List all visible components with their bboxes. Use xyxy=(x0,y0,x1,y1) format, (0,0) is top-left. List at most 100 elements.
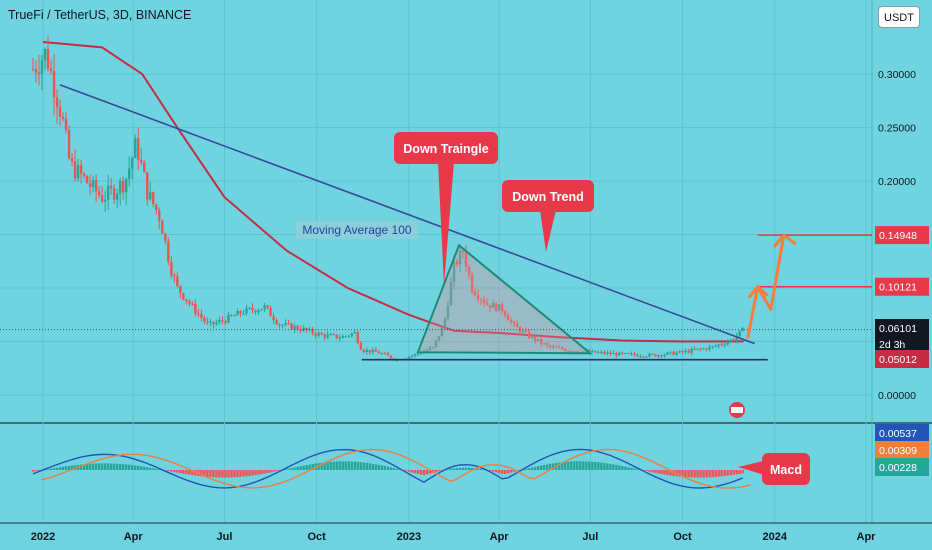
currency-button[interactable]: USDT xyxy=(878,6,920,28)
macd-histogram-bar xyxy=(606,463,609,470)
candle-body xyxy=(79,165,83,174)
macd-histogram-bar xyxy=(491,470,495,472)
candle-body xyxy=(485,303,489,305)
candle-body xyxy=(221,320,224,322)
macd-histogram-bar xyxy=(73,465,77,470)
macd-histogram-bar xyxy=(717,470,720,477)
candle-body xyxy=(488,304,492,309)
macd-histogram-bar xyxy=(482,469,486,471)
candle-body xyxy=(188,301,191,304)
candle-body xyxy=(549,345,552,347)
candle-body xyxy=(524,330,528,332)
candle-body xyxy=(185,299,188,302)
candle-body xyxy=(684,350,687,353)
macd-histogram-bar xyxy=(702,470,705,478)
macd-histogram-bar xyxy=(179,470,182,474)
candle-body xyxy=(416,353,420,355)
macd-histogram-bar xyxy=(112,463,116,470)
macd-histogram-bar xyxy=(669,470,672,476)
candle-body xyxy=(91,179,95,188)
macd-histogram-bar xyxy=(416,470,420,474)
macd-histogram-bar xyxy=(290,468,293,470)
candle-body xyxy=(660,355,663,357)
candle-body xyxy=(332,334,335,336)
x-tick-label: Apr xyxy=(124,531,144,543)
candle-body xyxy=(281,325,284,327)
macd-histogram-bar xyxy=(609,463,612,470)
candle-body xyxy=(540,339,543,344)
candle-body xyxy=(251,307,254,311)
y-tick-label: 0.25000 xyxy=(878,123,916,135)
macd-histogram-bar xyxy=(410,470,414,473)
price-tag-target-high: 0.14948 xyxy=(875,226,929,245)
candle-body xyxy=(672,351,675,355)
macd-histogram-bar xyxy=(636,469,639,470)
macd-histogram-bar xyxy=(212,470,215,478)
candle-body xyxy=(115,193,119,200)
candle-body xyxy=(125,178,128,193)
macd-histogram-bar xyxy=(470,467,474,470)
candle-body xyxy=(218,320,221,323)
candle-body xyxy=(380,353,384,355)
candle-body xyxy=(134,138,137,158)
macd-histogram-bar xyxy=(239,470,242,477)
candle-body xyxy=(31,68,35,70)
macd-histogram-bar xyxy=(467,467,471,470)
macd-histogram-bar xyxy=(91,463,95,470)
candle-body xyxy=(681,350,684,353)
candle-body xyxy=(52,71,56,98)
macd-histogram-bar xyxy=(173,470,176,473)
candle-body xyxy=(350,333,353,336)
macd-histogram-bar xyxy=(131,465,134,470)
macd-histogram-bar xyxy=(58,467,62,470)
candle-body xyxy=(621,352,624,354)
macd-histogram-bar xyxy=(561,462,564,470)
candle-body xyxy=(61,116,65,119)
macd-histogram-bar xyxy=(404,470,408,471)
macd-histogram-bar xyxy=(149,467,152,470)
candle-body xyxy=(666,352,669,355)
candle-body xyxy=(497,304,501,311)
macd-histogram-bar xyxy=(359,462,362,470)
macd-histogram-bar xyxy=(140,466,143,470)
candle-body xyxy=(615,353,618,356)
candle-body xyxy=(518,327,522,333)
candle-body xyxy=(140,159,143,163)
candle-body xyxy=(257,310,260,313)
price-tag-countdown-box xyxy=(875,335,929,353)
candle-body xyxy=(320,333,323,335)
candle-body xyxy=(633,353,636,355)
projection-arrow-head xyxy=(747,285,769,299)
macd-histogram-bar xyxy=(380,465,384,470)
candle-body xyxy=(521,330,525,333)
candle-body xyxy=(705,348,708,350)
macd-histogram-bar xyxy=(308,464,311,470)
x-tick-label: Apr xyxy=(490,531,510,543)
candle-body xyxy=(359,342,362,350)
macd-callout: Macd xyxy=(738,453,810,485)
candle-body xyxy=(555,346,558,348)
candle-body xyxy=(272,316,275,321)
macd-histogram-bar xyxy=(164,470,167,471)
macd-histogram-bar xyxy=(732,470,735,475)
candle-body xyxy=(121,181,125,193)
price-tag-last: 0.06101 xyxy=(875,319,929,337)
macd-histogram-bar xyxy=(236,470,239,478)
candle-body xyxy=(600,351,603,353)
macd-histogram-bar xyxy=(726,470,729,476)
candle-body xyxy=(97,191,101,196)
x-tick-label: 2024 xyxy=(763,531,788,543)
macd-histogram-bar xyxy=(296,466,299,470)
candle-body xyxy=(455,261,459,265)
macd-histogram-bar xyxy=(666,470,669,476)
macd-histogram-bar xyxy=(338,461,341,470)
macd-callout-box xyxy=(762,453,810,485)
macd-histogram-bar xyxy=(254,470,257,476)
ma-label-box xyxy=(296,221,418,239)
candle-body xyxy=(428,347,432,351)
candle-body xyxy=(573,351,576,353)
candle-body xyxy=(476,295,480,299)
macd-histogram-bar xyxy=(684,470,687,478)
candle-body xyxy=(446,305,450,319)
